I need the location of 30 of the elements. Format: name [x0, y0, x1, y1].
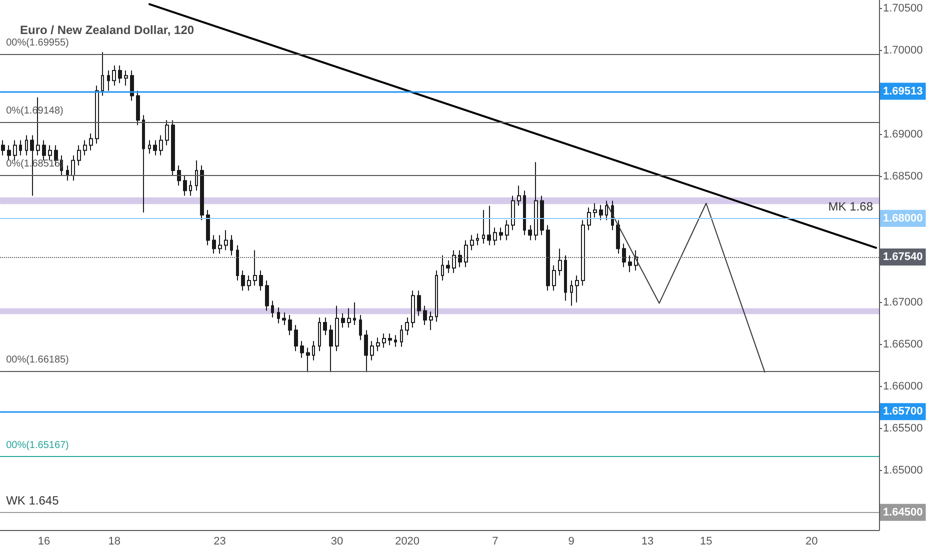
- x-tick-label: 7: [492, 536, 498, 548]
- ref-line-label: 00%(1.69955): [6, 38, 69, 49]
- y-tick-label: 1.68500: [883, 170, 923, 182]
- y-tick-label: 1.68000: [883, 212, 923, 224]
- y-tick-label: 1.70500: [883, 2, 923, 14]
- x-tick-label: 30: [330, 536, 344, 548]
- x-tick-label: 15: [700, 536, 712, 548]
- y-tick-label: 1.66500: [883, 338, 923, 350]
- ref-line-label: 00%(1.66185): [6, 354, 69, 366]
- y-tick-label: 1.66000: [883, 380, 923, 392]
- y-tick-label: 1.69000: [883, 128, 923, 140]
- x-tick-label: 18: [108, 536, 120, 548]
- y-tick-label: 1.70000: [883, 44, 923, 56]
- y-tick-label: 1.65000: [883, 464, 923, 476]
- y-tick-label: 1.65700: [883, 406, 923, 418]
- text: Euro / New Zealand Dollar, 120: [20, 23, 194, 37]
- x-tick-label: 20: [805, 536, 818, 548]
- x-tick-label: 23: [214, 536, 226, 548]
- x-tick-label: 2020: [395, 536, 420, 548]
- ref-line-label: WK 1.645: [6, 493, 60, 508]
- x-tick-label: 13: [641, 536, 654, 548]
- x-tick-label: 16: [38, 536, 50, 548]
- y-tick-label: 1.64500: [883, 506, 923, 518]
- ref-line-label: MK 1.68: [828, 199, 874, 214]
- y-tick-label: 1.69513: [883, 85, 923, 98]
- ref-line-label: 00%(1.65167): [6, 440, 69, 451]
- y-tick-label: 1.67000: [883, 296, 923, 308]
- y-tick-label: 1.67540: [883, 251, 923, 264]
- x-tick-label: 9: [568, 536, 574, 548]
- y-tick-label: 1.65500: [883, 422, 923, 434]
